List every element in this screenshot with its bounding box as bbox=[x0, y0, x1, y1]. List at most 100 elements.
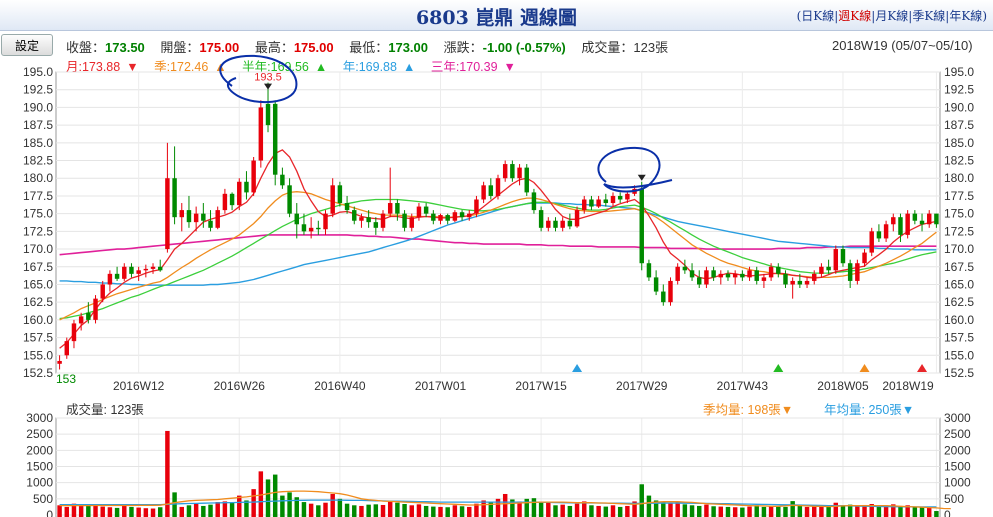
volume-bar bbox=[531, 498, 537, 517]
candle-body bbox=[819, 266, 824, 274]
candle bbox=[675, 263, 680, 285]
volume-bar bbox=[567, 505, 573, 517]
candle-body bbox=[862, 252, 867, 264]
volume-bar bbox=[574, 503, 580, 517]
volume-bar bbox=[912, 506, 918, 517]
candle bbox=[646, 259, 652, 281]
candle-body bbox=[898, 217, 903, 235]
volume-bar bbox=[596, 505, 601, 517]
volume-bar bbox=[143, 508, 149, 517]
candle-body bbox=[402, 213, 407, 228]
candle bbox=[697, 270, 702, 289]
volume-bar bbox=[172, 492, 177, 517]
candle bbox=[625, 192, 630, 204]
volume-tick-label: 1500 bbox=[944, 460, 971, 474]
price-tick-label: 180.0 bbox=[944, 171, 974, 185]
candle-body bbox=[157, 266, 163, 271]
candle bbox=[57, 355, 62, 370]
settings-button[interactable]: 設定 bbox=[1, 34, 53, 56]
volume-bar bbox=[524, 498, 529, 517]
candle bbox=[826, 259, 831, 274]
period-link-monthly[interactable]: 月K線 bbox=[875, 9, 909, 23]
candle bbox=[373, 217, 379, 235]
price-tick-label: 167.5 bbox=[944, 260, 974, 274]
volume-bar bbox=[244, 500, 249, 517]
candle bbox=[136, 266, 141, 281]
volume-tick-label: 3000 bbox=[944, 411, 971, 425]
candle-body bbox=[359, 217, 364, 221]
price-tick-label: 155.0 bbox=[23, 348, 53, 362]
candle-body bbox=[668, 280, 673, 303]
volume-bar bbox=[790, 501, 795, 517]
candle bbox=[251, 156, 256, 196]
volume-bar bbox=[423, 505, 429, 517]
candle-body bbox=[71, 323, 77, 342]
price-tick-label: 157.5 bbox=[944, 331, 974, 345]
candle bbox=[524, 164, 529, 196]
candle bbox=[574, 206, 580, 228]
price-tick-label: 157.5 bbox=[23, 331, 53, 345]
candle-body bbox=[100, 284, 105, 299]
volume-bar bbox=[64, 506, 70, 517]
volume-bar bbox=[495, 498, 501, 517]
candle-body bbox=[165, 178, 170, 250]
candle-body bbox=[459, 212, 465, 218]
period-link-weekly[interactable]: 週K線 bbox=[838, 9, 872, 23]
candle-body bbox=[517, 167, 522, 179]
x-tick-label: 2016W40 bbox=[314, 379, 366, 393]
candle-body bbox=[725, 273, 731, 278]
volume-bar bbox=[373, 504, 379, 517]
candle-body bbox=[625, 193, 630, 200]
volume-bar bbox=[337, 498, 343, 517]
volume-bar bbox=[754, 505, 759, 517]
candle bbox=[93, 295, 98, 324]
high-label: 最高： bbox=[254, 40, 294, 55]
signal-marker bbox=[773, 364, 784, 372]
candle-body bbox=[474, 199, 479, 214]
candle-body bbox=[395, 203, 400, 214]
volume-bar bbox=[510, 499, 515, 517]
volume-bar bbox=[93, 505, 98, 517]
candle bbox=[495, 174, 501, 200]
candle bbox=[582, 195, 587, 214]
candle bbox=[689, 263, 695, 281]
candle-body bbox=[912, 213, 918, 221]
quote-summary: 收盤：173.50 開盤：175.00 最高：175.00 最低：173.00 … bbox=[66, 37, 668, 56]
volume-bar bbox=[287, 492, 292, 517]
candle-body bbox=[811, 273, 817, 281]
volume-bar bbox=[71, 503, 77, 517]
candle-body bbox=[790, 280, 795, 285]
volume-bar bbox=[826, 506, 831, 517]
periods-close-paren: ) bbox=[982, 9, 987, 23]
candle bbox=[474, 195, 479, 218]
candle-body bbox=[718, 273, 724, 278]
volume-label: 成交量： bbox=[581, 40, 634, 55]
volume-bar bbox=[301, 502, 307, 517]
candle bbox=[423, 203, 429, 218]
candle bbox=[438, 213, 443, 225]
volume-bar bbox=[646, 495, 652, 517]
ma-month-legend: 月:173.88 ▼ bbox=[66, 60, 139, 74]
candle bbox=[366, 210, 371, 228]
period-link-quarterly[interactable]: 季K線 bbox=[912, 9, 946, 23]
candle bbox=[467, 210, 472, 221]
candle-body bbox=[574, 210, 580, 227]
candle bbox=[352, 206, 357, 225]
candle bbox=[71, 319, 77, 349]
page-title: 6803 崑鼎 週線圖 bbox=[415, 7, 578, 29]
candle-body bbox=[747, 270, 752, 278]
volume-bar bbox=[359, 505, 364, 517]
period-link-yearly[interactable]: 年K線 bbox=[949, 9, 983, 23]
candle-body bbox=[560, 220, 565, 228]
volume-bar bbox=[323, 502, 328, 517]
volume-bar bbox=[258, 471, 264, 517]
period-link-daily[interactable]: 日K線 bbox=[801, 9, 835, 23]
candle bbox=[265, 82, 271, 133]
volume-bar bbox=[416, 504, 422, 517]
volume-bar bbox=[129, 506, 134, 517]
volume-bar bbox=[186, 505, 192, 517]
x-tick-label: 2017W29 bbox=[616, 379, 668, 393]
volume-bar bbox=[804, 506, 810, 517]
volume-bar bbox=[725, 506, 731, 517]
candle bbox=[157, 259, 163, 272]
